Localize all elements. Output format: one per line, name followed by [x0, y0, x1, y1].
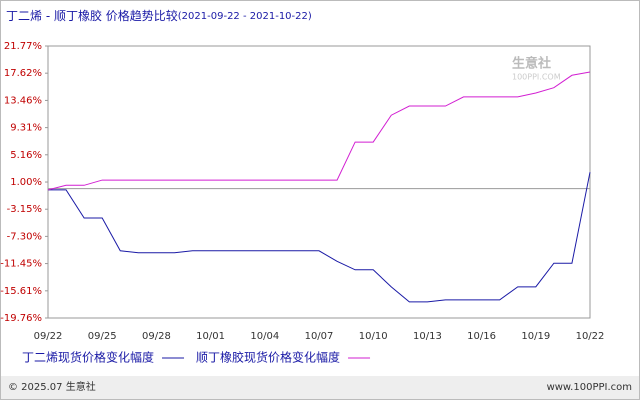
- y-tick-label: -11.45%: [0, 259, 42, 270]
- y-tick-label: -19.76%: [0, 313, 42, 324]
- series-line: [48, 172, 591, 303]
- y-tick-label: 1.00%: [10, 177, 42, 188]
- y-tick-label: 9.31%: [10, 123, 42, 134]
- title: 丁二烯 - 顺丁橡胶 价格趋势比较: [6, 8, 178, 23]
- x-tick-label: 10/19: [521, 331, 550, 342]
- x-tick-label: 10/07: [305, 331, 334, 342]
- x-tick-label: 10/16: [467, 331, 496, 342]
- subtitle: (2021-09-22 - 2021-10-22): [178, 11, 312, 22]
- watermark-sub: 100PPI.COM: [512, 73, 561, 82]
- y-tick-label: -7.30%: [7, 231, 42, 242]
- x-tick-label: 10/13: [413, 331, 442, 342]
- x-tick-label: 10/01: [196, 331, 225, 342]
- y-tick-label: 13.46%: [4, 95, 42, 106]
- x-tick-label: 09/22: [34, 331, 63, 342]
- y-tick-label: 5.16%: [10, 150, 42, 161]
- x-tick-label: 09/25: [88, 331, 117, 342]
- legend-label: 丁二烯现货价格变化幅度: [22, 350, 154, 365]
- y-tick-label: -15.61%: [0, 286, 42, 297]
- y-tick-label: -3.15%: [7, 204, 42, 215]
- y-tick-label: 21.77%: [4, 41, 42, 52]
- footer-band: [1, 376, 639, 399]
- footer-left: © 2025.07 生意社: [8, 380, 96, 393]
- x-tick-label: 09/28: [142, 331, 171, 342]
- series-line: [47, 71, 591, 191]
- legend-label: 顺丁橡胶现货价格变化幅度: [196, 350, 340, 365]
- x-tick-label: 10/04: [250, 331, 279, 342]
- y-tick-label: 17.62%: [4, 68, 42, 79]
- footer-right: www.100PPI.com: [547, 382, 632, 393]
- x-tick-label: 10/10: [359, 331, 388, 342]
- x-tick-label: 10/22: [576, 331, 605, 342]
- watermark: 生意社: [512, 56, 551, 72]
- chart-title: 丁二烯 - 顺丁橡胶 价格趋势比较(2021-09-22 - 2021-10-2…: [6, 8, 312, 23]
